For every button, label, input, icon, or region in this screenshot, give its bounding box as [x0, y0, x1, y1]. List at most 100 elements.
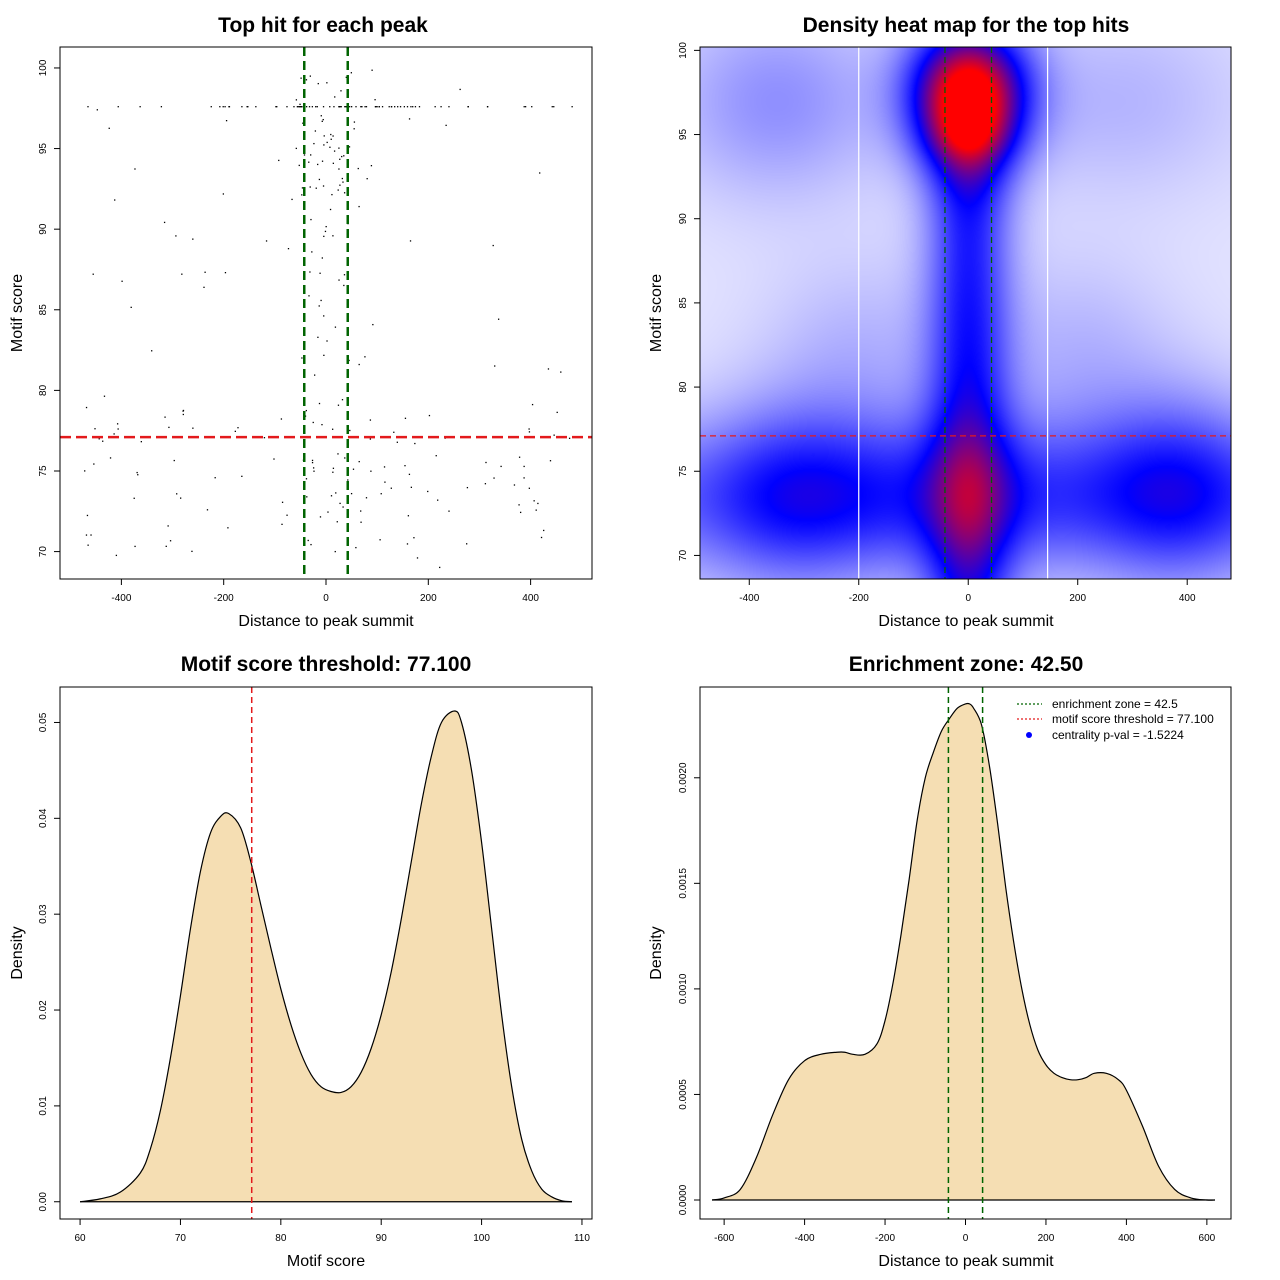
data-point	[543, 529, 545, 532]
data-point	[224, 271, 227, 274]
x-tick-label: -200	[875, 1233, 895, 1244]
data-point	[204, 271, 206, 273]
data-point	[358, 460, 360, 463]
data-point	[305, 478, 308, 480]
data-point	[332, 135, 334, 137]
data-point	[168, 426, 170, 429]
data-point	[241, 106, 243, 108]
data-point	[322, 118, 324, 121]
data-point	[365, 106, 368, 108]
x-tick-label: 90	[376, 1233, 388, 1244]
y-tick-label: 0.03	[38, 904, 49, 924]
data-point	[317, 82, 319, 85]
data-point	[418, 106, 421, 108]
data-point	[305, 79, 308, 81]
x-tick-label: -200	[214, 593, 234, 604]
y-axis-label: Motif score	[9, 274, 26, 352]
x-tick-label: 400	[1179, 593, 1196, 604]
data-point	[160, 106, 163, 108]
data-point	[295, 99, 298, 101]
data-point	[116, 423, 119, 425]
data-point	[298, 164, 300, 167]
data-point	[326, 141, 328, 144]
data-point	[311, 461, 314, 464]
data-point	[364, 356, 366, 358]
data-point	[332, 471, 334, 473]
data-point	[390, 106, 393, 108]
data-point	[497, 318, 500, 320]
data-point	[556, 411, 558, 414]
data-point	[108, 127, 110, 129]
y-tick-label: 0.00	[38, 1192, 49, 1212]
data-point	[339, 106, 341, 108]
x-tick-label: 110	[574, 1233, 590, 1244]
data-point	[85, 406, 88, 409]
x-tick-label: 70	[175, 1233, 187, 1244]
data-point	[90, 534, 92, 536]
data-point	[410, 106, 412, 108]
data-point	[355, 106, 357, 108]
data-point	[528, 431, 531, 433]
data-point	[531, 106, 533, 108]
data-point	[85, 534, 88, 536]
x-tick-label: 400	[522, 593, 539, 604]
data-point	[318, 305, 320, 307]
data-point	[374, 106, 377, 108]
data-point	[176, 493, 178, 495]
data-point	[494, 365, 496, 367]
data-point	[315, 187, 317, 189]
data-point	[358, 205, 360, 208]
data-point	[203, 286, 205, 288]
data-point	[535, 509, 537, 511]
data-point	[406, 106, 409, 108]
data-point	[278, 159, 280, 162]
data-point	[330, 138, 332, 140]
data-point	[103, 395, 106, 397]
data-point	[381, 106, 384, 108]
data-point	[551, 106, 553, 108]
data-point	[343, 284, 345, 287]
data-point	[333, 150, 336, 152]
data-point	[315, 106, 317, 108]
data-point	[309, 271, 311, 273]
data-point	[407, 515, 410, 517]
data-point	[448, 510, 450, 512]
data-point	[523, 477, 525, 479]
data-point	[291, 198, 293, 201]
x-axis-label: Motif score	[287, 1253, 365, 1270]
data-point	[87, 544, 89, 546]
data-point	[133, 497, 135, 499]
data-point	[414, 442, 416, 445]
x-tick-label: 0	[965, 593, 971, 604]
data-point	[416, 557, 419, 559]
data-point	[327, 511, 329, 513]
data-point	[371, 69, 373, 71]
data-point	[333, 106, 335, 108]
plot-frame	[59, 46, 593, 580]
data-point	[234, 430, 236, 433]
data-point	[553, 106, 555, 108]
data-point	[339, 184, 341, 186]
data-point	[366, 178, 368, 180]
data-point	[303, 154, 306, 156]
x-tick-label: -400	[739, 593, 759, 604]
data-point	[340, 106, 342, 108]
data-point	[528, 487, 531, 489]
data-point	[136, 471, 138, 474]
data-point	[130, 306, 132, 309]
data-point	[412, 106, 414, 108]
data-point	[539, 172, 541, 174]
data-point	[317, 336, 319, 338]
chart-title: Top hit for each peak	[218, 14, 428, 37]
data-point	[325, 225, 327, 228]
data-point	[316, 106, 318, 108]
data-point	[286, 106, 288, 108]
x-tick-label: 200	[1069, 593, 1086, 604]
data-point	[409, 240, 412, 242]
data-point	[275, 106, 277, 108]
data-point	[191, 550, 193, 553]
y-tick-label: 0.0020	[678, 762, 689, 793]
data-point	[322, 106, 325, 108]
data-point	[329, 146, 331, 148]
data-point	[301, 357, 303, 359]
